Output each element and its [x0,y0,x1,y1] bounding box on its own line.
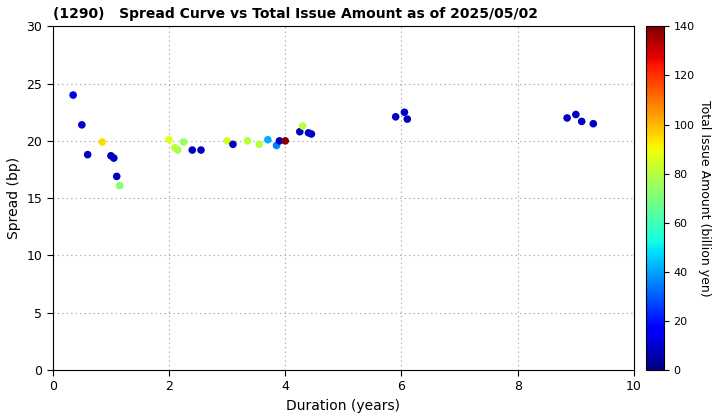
Point [111,173,122,180]
Point [195,147,207,153]
Y-axis label: Total Issue Amount (billion yen): Total Issue Amount (billion yen) [698,100,711,297]
Point [253,141,265,148]
Point [297,123,308,129]
Point [390,113,402,120]
Point [172,147,184,153]
Point [399,109,410,116]
Point [576,118,588,125]
Point [274,137,285,144]
Point [221,137,233,144]
Point [178,139,189,145]
Point [271,142,282,149]
Y-axis label: Spread (bp): Spread (bp) [7,157,21,239]
Point [306,131,318,137]
Point [82,151,94,158]
Point [108,155,120,161]
Point [163,136,175,143]
Point [169,144,181,151]
Point [570,111,582,118]
Point [302,129,314,136]
Point [96,139,108,145]
Point [279,137,291,144]
Point [228,141,239,148]
Point [242,137,253,144]
Point [294,129,305,135]
Point [105,152,117,159]
Point [562,115,573,121]
Point [76,121,88,128]
Point [68,92,79,98]
Point [262,136,274,143]
Point [402,116,413,123]
Point [186,147,198,153]
X-axis label: Duration (years): Duration (years) [287,399,400,413]
Point [114,182,125,189]
Point [588,120,599,127]
Text: (1290)   Spread Curve vs Total Issue Amount as of 2025/05/02: (1290) Spread Curve vs Total Issue Amoun… [53,7,538,21]
